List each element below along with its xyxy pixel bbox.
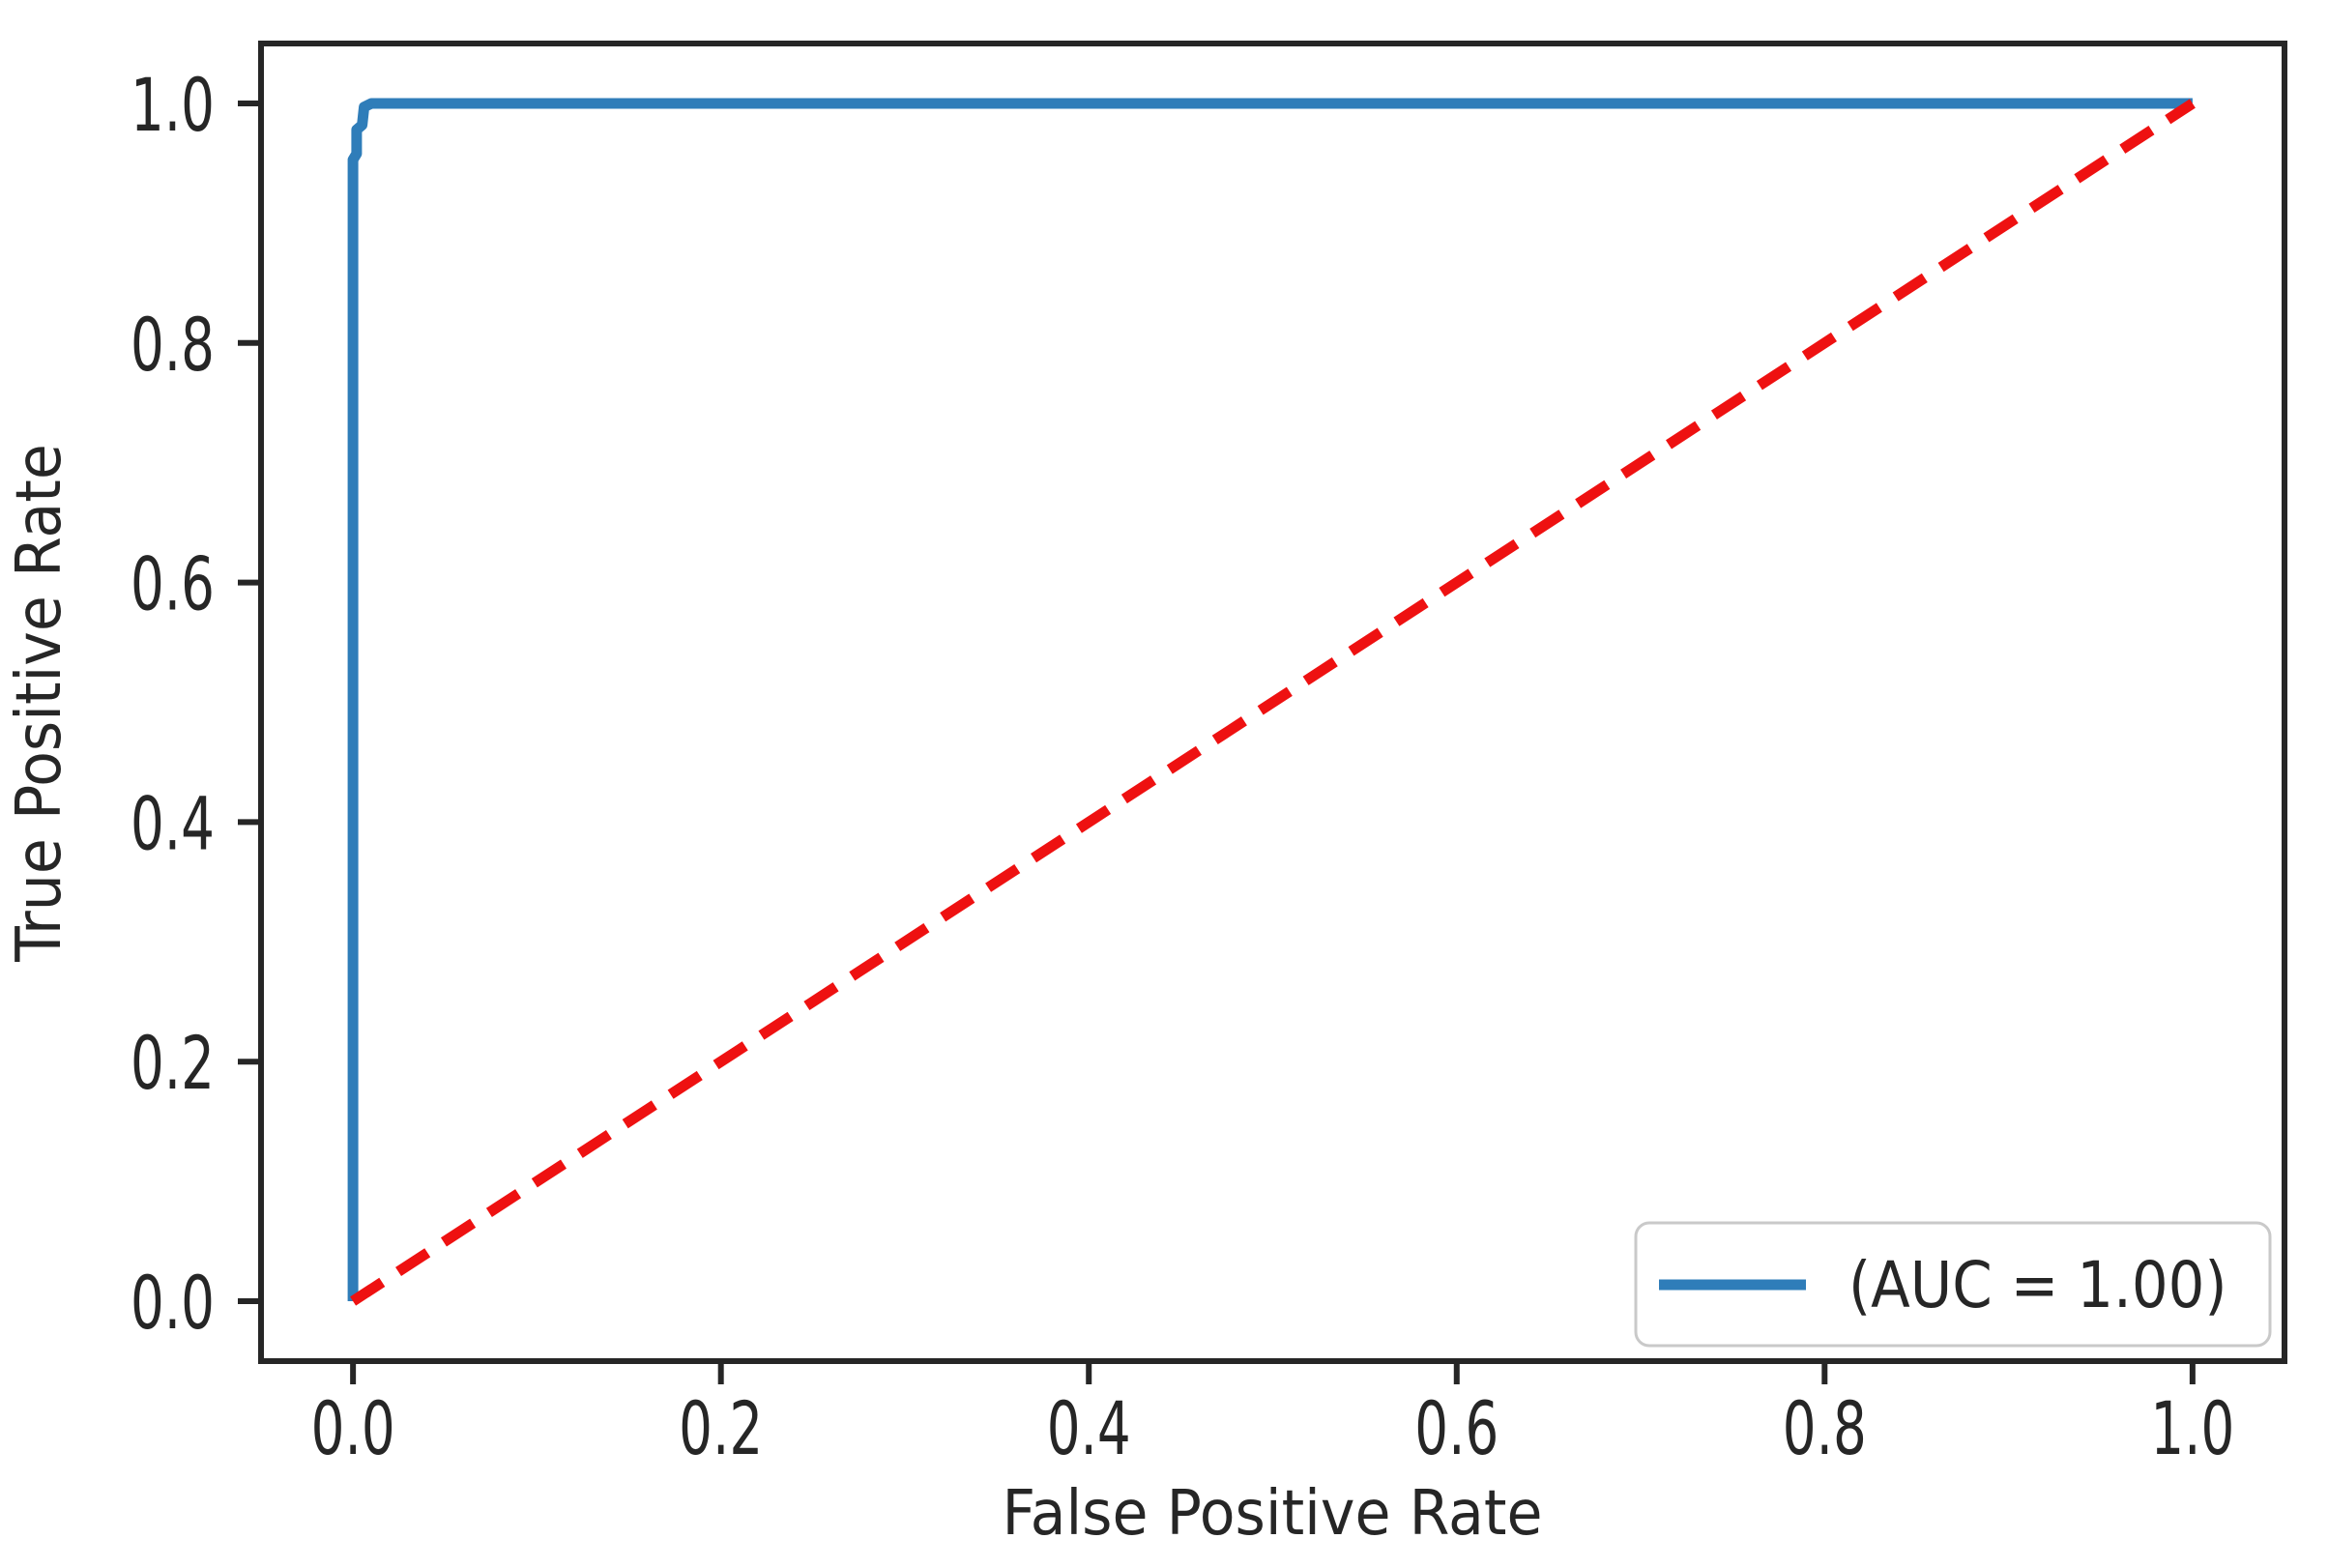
legend: (AUC = 1.00)	[1634, 1221, 2272, 1348]
x-axis-ticks: 0.0 0.2 0.4 0.6 0.8 1.0	[311, 1361, 2234, 1471]
series-chance-diagonal	[350, 99, 2196, 1306]
y-tick-label: 0.4	[131, 781, 215, 866]
y-tick-label: 0.0	[131, 1261, 215, 1346]
legend-label: (AUC = 1.00)	[1848, 1248, 2227, 1322]
y-axis-ticks: 0.0 0.2 0.4 0.6 0.8 1.0	[131, 63, 261, 1346]
x-tick-label: 0.6	[1414, 1386, 1499, 1471]
series-roc-curve	[347, 98, 2193, 1301]
y-axis-label: True Positive Rate	[2, 444, 74, 963]
x-tick-label: 1.0	[2150, 1386, 2234, 1471]
series-layer	[347, 98, 2196, 1306]
y-tick-label: 0.8	[131, 303, 215, 388]
x-tick-label: 0.0	[311, 1386, 395, 1471]
x-tick-label: 0.2	[679, 1386, 763, 1471]
x-axis-label: False Positive Rate	[1003, 1476, 1543, 1549]
legend-box	[1634, 1221, 2272, 1348]
axes-frame	[258, 41, 2287, 1364]
x-tick-label: 0.4	[1047, 1386, 1131, 1471]
x-tick-label: 0.8	[1783, 1386, 1867, 1471]
y-tick-label: 1.0	[131, 63, 215, 148]
y-tick-label: 0.6	[131, 542, 215, 627]
y-tick-label: 0.2	[131, 1021, 215, 1106]
